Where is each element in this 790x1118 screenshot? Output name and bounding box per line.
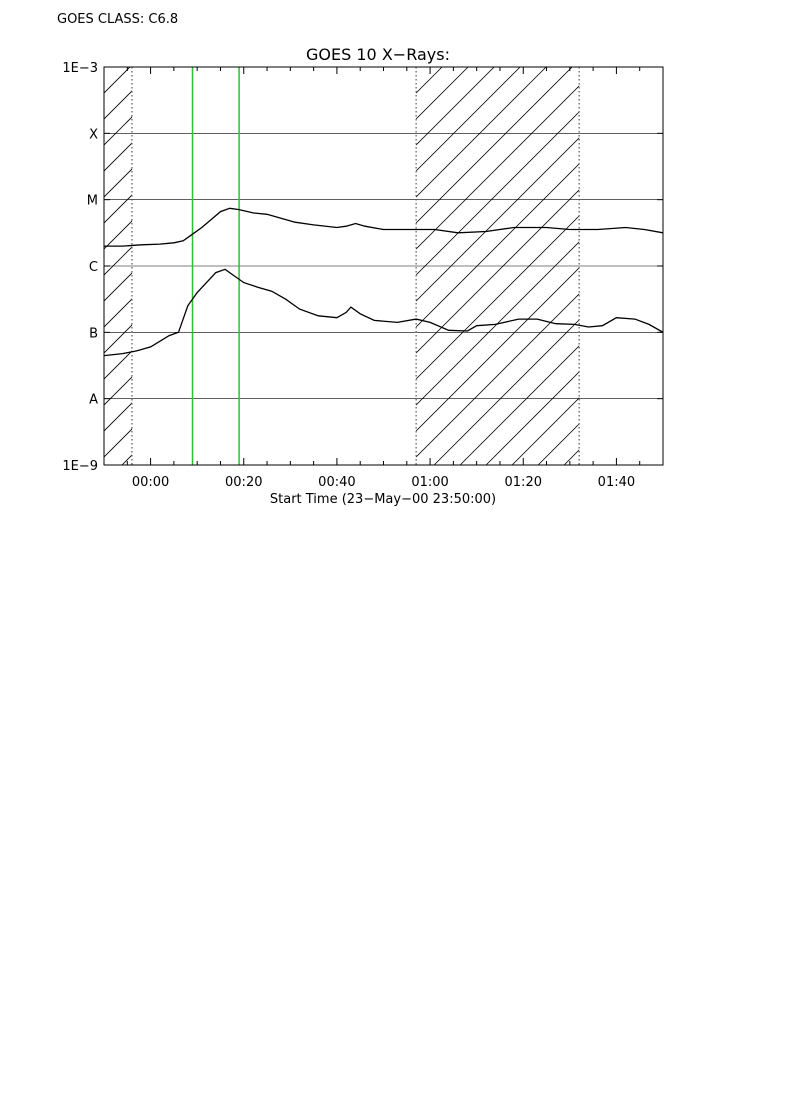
y-tick-label: 1E−3 xyxy=(62,61,98,76)
hatch-line xyxy=(746,67,790,465)
x-tick-label: 01:20 xyxy=(505,475,542,490)
y-tick-label: X xyxy=(89,127,98,142)
y-tick-label: C xyxy=(89,260,98,275)
gridlines xyxy=(104,133,663,399)
y-axis-ticks: 1E−3 X M C B A 1E−9 xyxy=(62,61,663,474)
hatch-line xyxy=(772,67,790,465)
hatch-line xyxy=(694,67,790,465)
goes-class-label: GOES CLASS: C6.8 xyxy=(57,12,178,27)
x-tick-label: 01:40 xyxy=(598,475,635,490)
series-line-0 xyxy=(104,207,663,247)
x-tick-label: 00:20 xyxy=(225,475,262,490)
flux-series xyxy=(104,207,663,357)
series-line-1 xyxy=(104,268,663,357)
time-markers xyxy=(131,67,580,465)
x-tick-label: 00:00 xyxy=(132,475,169,490)
x-axis-ticks: 00:00 00:20 00:40 01:00 01:20 01:40 xyxy=(126,67,641,490)
y-tick-label: 1E−9 xyxy=(62,459,98,474)
x-tick-label: 01:00 xyxy=(411,475,448,490)
hatch-line xyxy=(668,67,790,465)
x-tick-label: 00:40 xyxy=(318,475,355,490)
y-tick-label: M xyxy=(87,194,98,209)
hatch-line xyxy=(642,67,790,465)
y-tick-label: A xyxy=(89,393,98,408)
chart-title: GOES 10 X−Rays: xyxy=(306,45,450,64)
y-tick-label: B xyxy=(89,326,98,341)
x-axis-label: Start Time (23−May−00 23:50:00) xyxy=(270,492,496,507)
hatch-line xyxy=(720,67,790,465)
